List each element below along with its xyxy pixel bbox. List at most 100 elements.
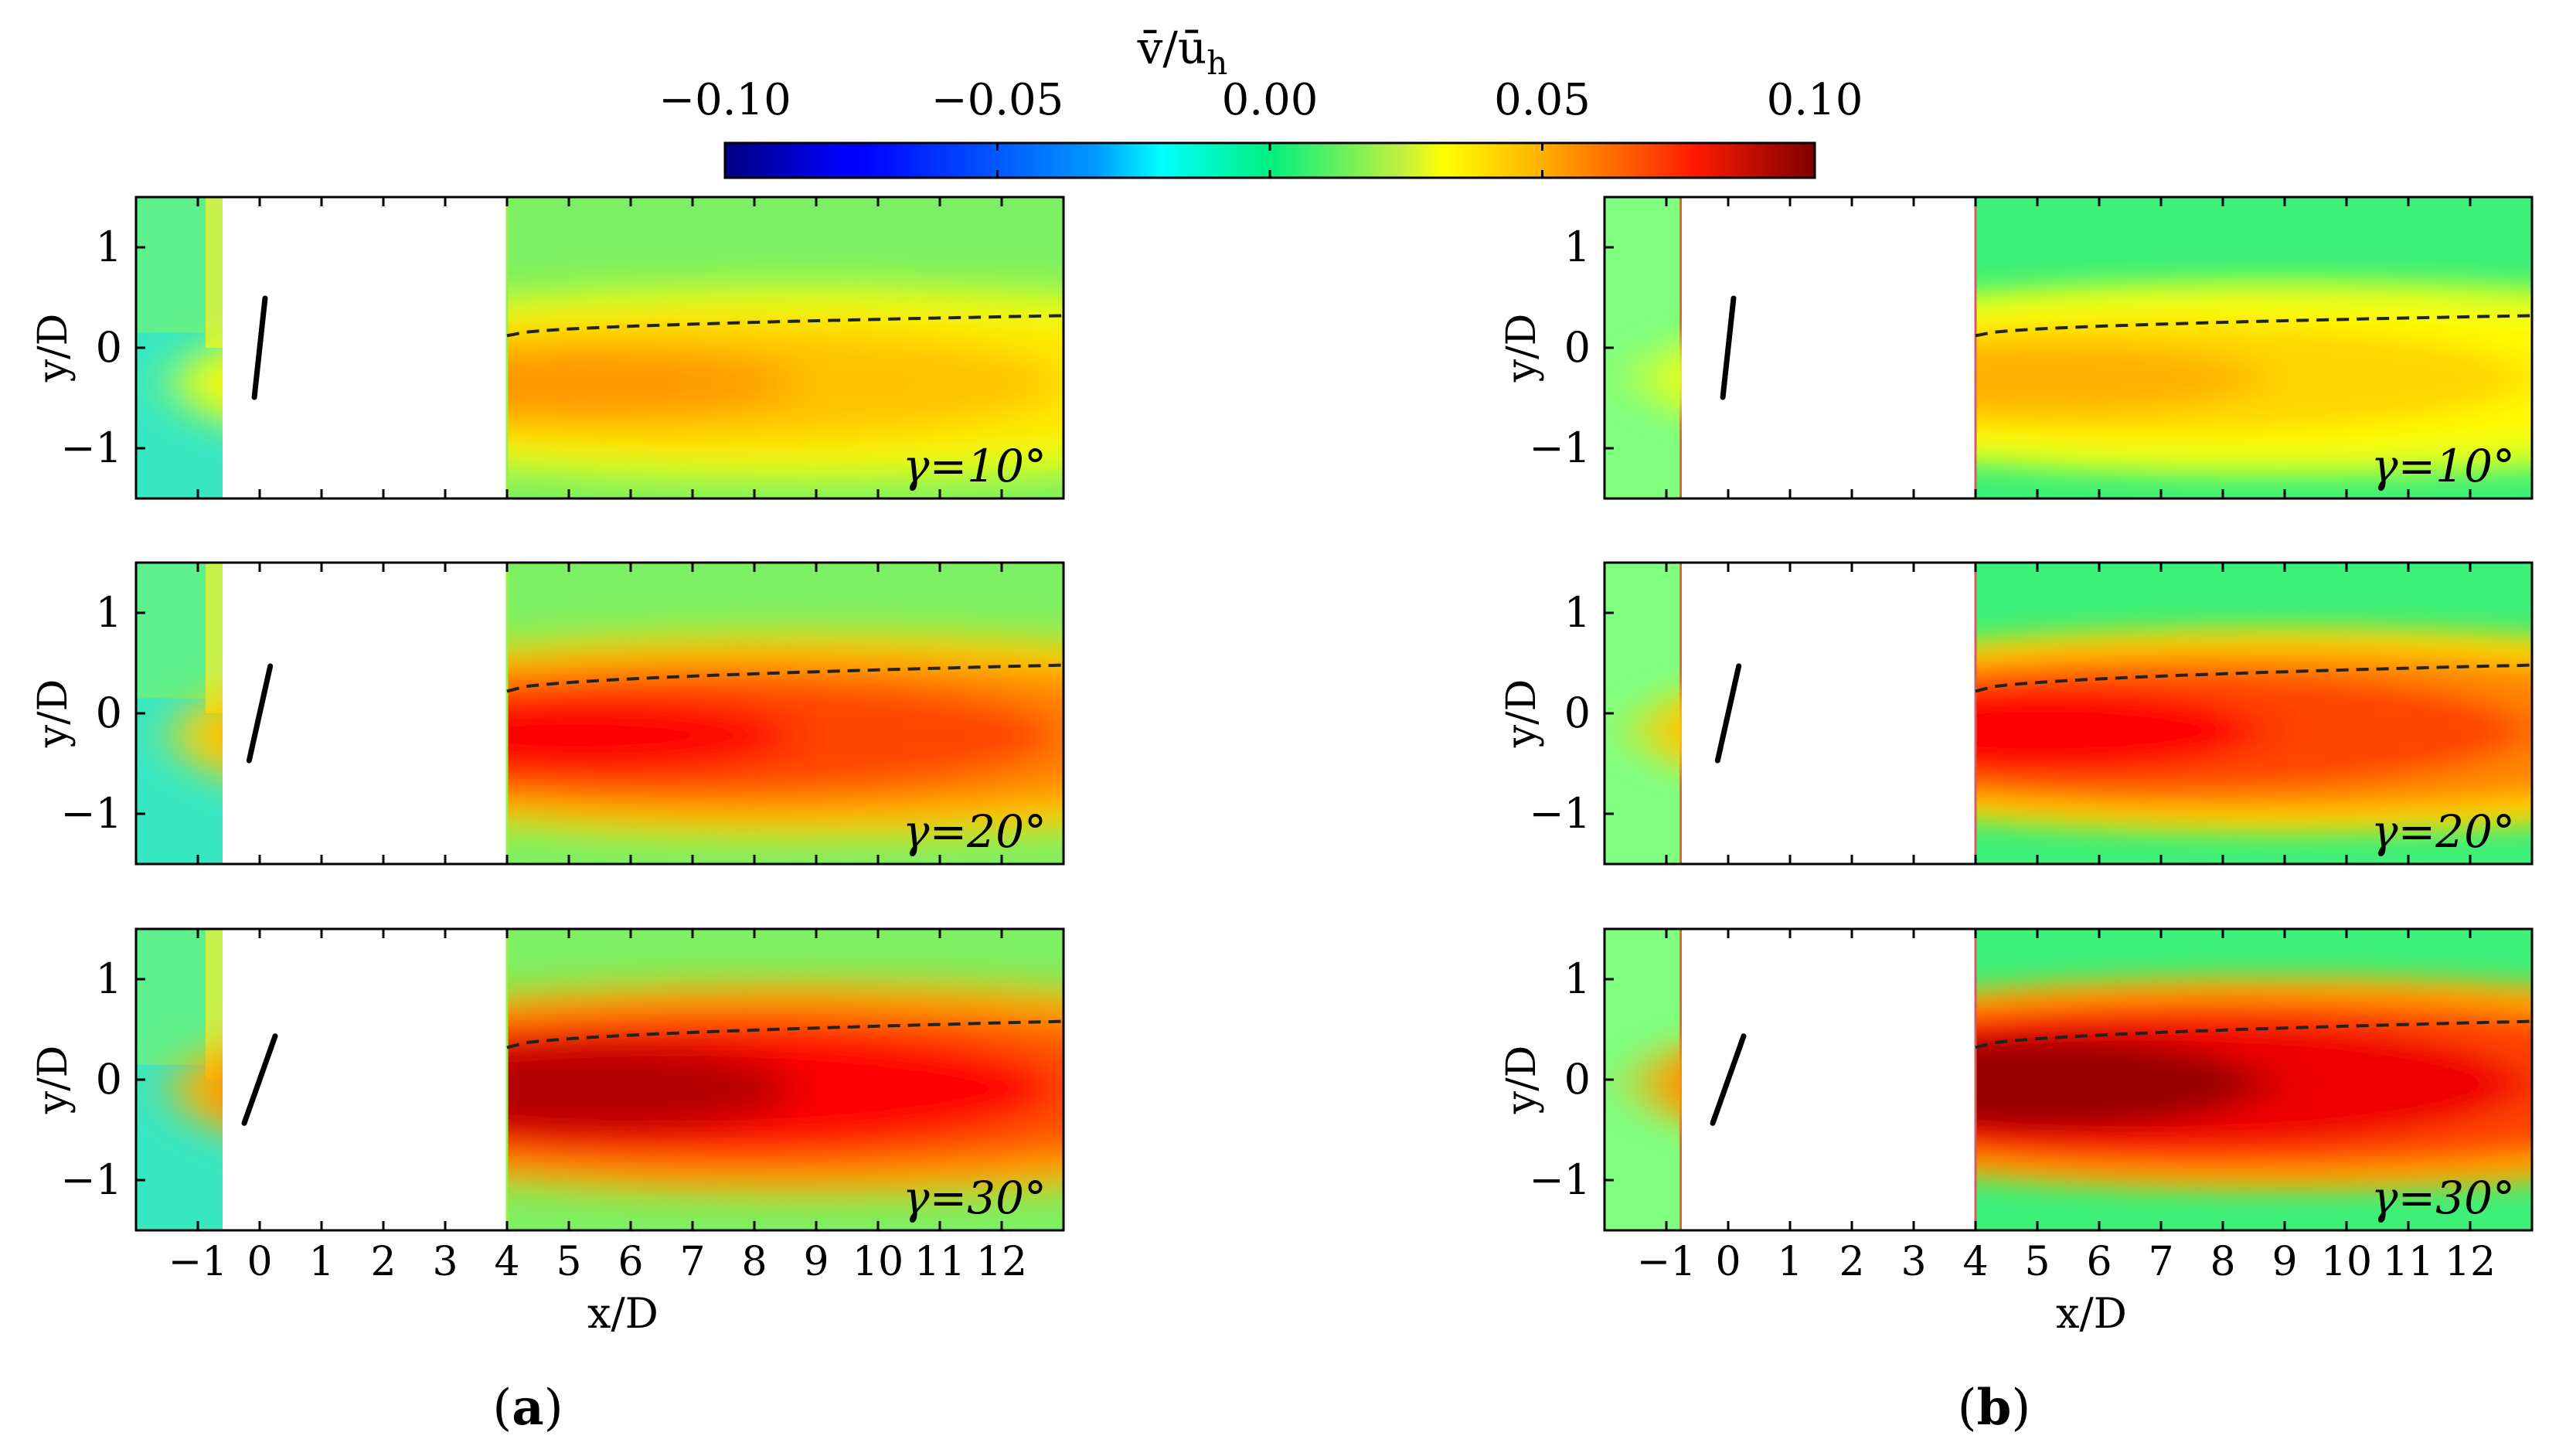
- colorbar-tick-label: 0.05: [1494, 75, 1591, 125]
- x-tick-label: 8: [741, 1239, 767, 1285]
- colorbar-tick-label: 0.10: [1767, 75, 1863, 125]
- y-axis-label: y/D: [30, 1046, 77, 1115]
- gamma-label: γ=30°: [2371, 1172, 2515, 1224]
- y-tick-label: −1: [1529, 1155, 1591, 1204]
- panel-b: 10−1y/Dγ=10°10−1y/Dγ=20°10−1y/Dγ=30°−1 0 1…: [1499, 196, 2534, 1338]
- x-tick-label: 6: [618, 1239, 643, 1285]
- colorbar-label-subscript: h: [1206, 44, 1227, 82]
- y-tick-label: 1: [1564, 223, 1591, 271]
- colorbar-tick-label: 0.00: [1222, 75, 1319, 125]
- x-tick-label: 2: [1839, 1239, 1864, 1285]
- turbine-rotor: [251, 295, 268, 400]
- y-tick-label: −1: [1529, 789, 1591, 838]
- y-axis-label: y/D: [30, 679, 77, 749]
- gamma-label: γ=10°: [903, 440, 1046, 492]
- upstream-field-edge: [206, 197, 223, 348]
- x-tick-label: 7: [2148, 1239, 2173, 1285]
- turbine-rotor: [1720, 295, 1737, 400]
- subplot-gamma-30: 10−1y/Dγ=30°−1 0 1 2 3 4 5 6 7 8 9 10 11 12x/D: [1499, 927, 2534, 1338]
- subplot-gamma-20: 1 0 −1 y/D γ=20°: [1499, 561, 2534, 866]
- y-axis-label: y/D: [30, 314, 77, 383]
- turbine-rotor: [1714, 663, 1742, 764]
- x-tick-label: 8: [2210, 1239, 2235, 1285]
- x-tick-label: 9: [2272, 1239, 2297, 1285]
- y-tick-label: 0: [96, 323, 122, 372]
- turbine-rotor: [1710, 1033, 1747, 1126]
- y-tick-label: 0: [1564, 323, 1591, 372]
- y-tick-label: 0: [1564, 689, 1591, 737]
- y-tick-label: 1: [96, 954, 122, 1003]
- gamma-label: γ=20°: [2371, 805, 2515, 858]
- panel-labels: (a) (b): [492, 1379, 2030, 1437]
- x-tick-label: 2: [370, 1239, 396, 1285]
- subplot-gamma-20: 1 0 −1 y/D γ=20°: [30, 561, 1065, 866]
- y-tick-label: 1: [96, 588, 122, 637]
- panels: 10−1y/Dγ=10°10−1y/Dγ=20°10−1y/Dγ=30°−1 0 1…: [30, 196, 2534, 1338]
- x-tick-label: −1: [168, 1239, 228, 1285]
- wake-center-line: [506, 314, 1064, 338]
- x-axis-label: x/D: [2056, 1289, 2127, 1338]
- x-tick-label: 4: [1962, 1239, 1988, 1285]
- wake-center-line: [506, 1019, 1064, 1049]
- subplot-gamma-10: 1 0 −1 y/D γ=10°: [1499, 196, 2534, 500]
- x-tick-label: 9: [803, 1239, 829, 1285]
- y-tick-label: −1: [60, 789, 122, 838]
- y-axis-label: y/D: [1499, 679, 1545, 749]
- blank-region: [223, 197, 507, 498]
- x-tick-label: 12: [976, 1239, 1027, 1285]
- y-tick-label: 0: [96, 1055, 122, 1104]
- x-tick-label: 0: [1715, 1239, 1741, 1285]
- turbine-rotor: [246, 663, 274, 764]
- y-tick-label: 0: [96, 689, 122, 737]
- y-tick-label: −1: [60, 424, 122, 472]
- colorbar-label: v̄/ūh: [1137, 22, 1228, 82]
- contour-field: [1605, 929, 2532, 1230]
- y-tick-label: 1: [1564, 954, 1591, 1003]
- x-tick-label: 1: [308, 1239, 334, 1285]
- x-tick-label: 11: [2383, 1239, 2434, 1285]
- colorbar-ticks: −0.10 −0.05 0.00 0.05 0.10: [659, 75, 1863, 178]
- blank-region: [223, 563, 507, 864]
- y-axis-label: y/D: [1499, 314, 1545, 383]
- y-tick-label: −1: [60, 1155, 122, 1204]
- x-tick-label: 5: [556, 1239, 581, 1285]
- turbine-rotor: [241, 1033, 278, 1126]
- subplot-gamma-30: 10−1y/Dγ=30°−1 0 1 2 3 4 5 6 7 8 9 10 11 12x/D: [30, 927, 1065, 1338]
- wake-center-line: [1975, 314, 2533, 338]
- x-tick-label: 5: [2024, 1239, 2050, 1285]
- panel-label: (a): [492, 1379, 563, 1437]
- x-tick-label: 3: [1901, 1239, 1926, 1285]
- panel-a: 10−1y/Dγ=10°10−1y/Dγ=20°10−1y/Dγ=30°−1 0 1…: [30, 196, 1065, 1338]
- x-axis-label: x/D: [587, 1289, 659, 1338]
- colorbar-tick-label: −0.05: [931, 75, 1064, 125]
- x-tick-label: 10: [853, 1239, 904, 1285]
- gamma-label: γ=20°: [903, 805, 1046, 858]
- x-tick-label: 7: [679, 1239, 705, 1285]
- upstream-field: [1605, 197, 1682, 498]
- x-tick-label: 4: [494, 1239, 519, 1285]
- wake-center-line: [1975, 1019, 2533, 1049]
- colorbar-tick-label: −0.10: [659, 75, 791, 125]
- upstream-field-edge: [206, 563, 223, 713]
- colorbar: v̄/ūh −0.10 −0.05 0.00 0.05 0.10: [659, 22, 1863, 179]
- x-tick-label: 6: [2086, 1239, 2112, 1285]
- x-tick-label: 1: [1777, 1239, 1802, 1285]
- y-tick-label: −1: [1529, 424, 1591, 472]
- x-tick-label: −1: [1637, 1239, 1696, 1285]
- upstream-field-edge: [206, 929, 223, 1080]
- wake-center-line: [1975, 663, 2533, 693]
- y-tick-label: 1: [96, 223, 122, 271]
- blank-region: [223, 929, 507, 1230]
- panel-label: (b): [1958, 1379, 2031, 1437]
- y-tick-label: 1: [1564, 588, 1591, 637]
- x-tick-label: 0: [247, 1239, 272, 1285]
- y-axis-label: y/D: [1499, 1046, 1545, 1115]
- subplot-gamma-10: 1 0 −1 y/D γ=10°: [30, 196, 1065, 500]
- x-tick-label: 3: [432, 1239, 458, 1285]
- gamma-label: γ=30°: [903, 1172, 1046, 1224]
- y-tick-label: 0: [1564, 1055, 1591, 1104]
- gamma-label: γ=10°: [2371, 440, 2515, 492]
- x-tick-label: 10: [2321, 1239, 2372, 1285]
- wake-center-line: [506, 663, 1064, 693]
